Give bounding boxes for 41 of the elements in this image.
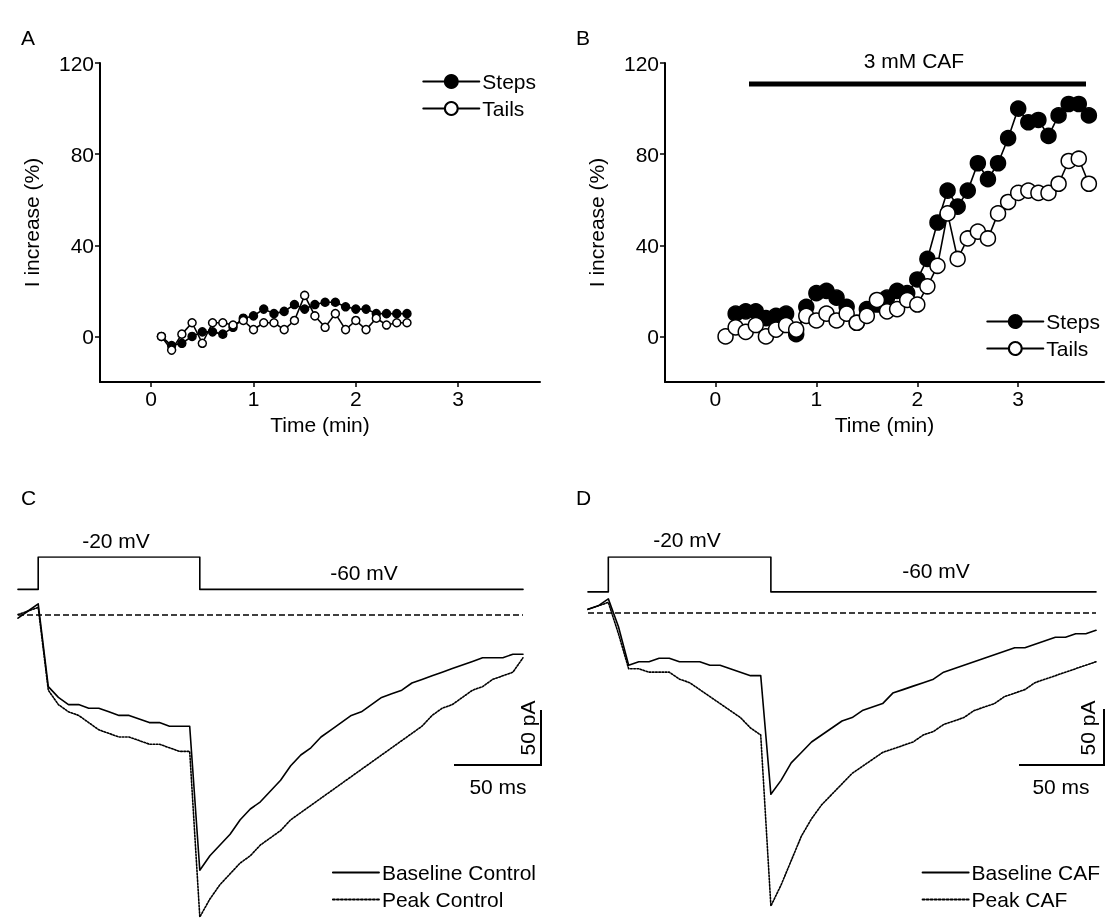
annotation: 50 pA <box>1075 700 1099 756</box>
legend-label: Baseline CAF <box>971 861 1100 884</box>
annotation: 50 ms <box>1032 774 1090 798</box>
x-axis-title: Time (min) <box>270 412 370 436</box>
x-axis-title: Time (min) <box>834 412 935 436</box>
x-tick-label: 2 <box>911 387 924 410</box>
x-tick-label: 3 <box>1012 387 1025 410</box>
chart-title: C <box>21 486 37 509</box>
y-tick-label: 0 <box>82 324 94 348</box>
chart-title: D <box>576 486 592 509</box>
y-tick-label: 120 <box>58 51 94 75</box>
chart-title: A <box>21 26 36 49</box>
annotation: -60 mV <box>902 558 970 582</box>
y-tick-label: 120 <box>623 51 659 75</box>
y-tick-label: 40 <box>70 233 94 257</box>
y-tick-label: 80 <box>635 142 659 166</box>
annotation: 50 ms <box>469 774 527 798</box>
text: -20 mV <box>82 528 150 552</box>
legend-label: Baseline Control <box>381 861 537 884</box>
annotation: 50 pA <box>515 700 539 756</box>
x-tick-label: 2 <box>349 387 362 410</box>
legend-label: Peak Control <box>381 888 504 911</box>
x-tick-label: 1 <box>247 387 260 410</box>
annotation: -60 mV <box>330 560 398 584</box>
x-tick-label: 1 <box>810 387 823 410</box>
y-tick-label: 80 <box>70 142 94 166</box>
x-tick-label: 0 <box>145 387 158 410</box>
legend-label: Tails <box>1046 337 1089 360</box>
text: -20 mV <box>653 527 721 551</box>
annotation: 3 mM CAF <box>863 48 965 72</box>
y-axis-title: I increase (%) <box>20 157 43 288</box>
x-tick-label: 0 <box>709 387 722 410</box>
legend-label: Steps <box>1046 310 1100 333</box>
legend-label: Tails <box>482 97 525 120</box>
legend-label: Steps <box>482 70 536 93</box>
y-tick-label: 0 <box>647 324 659 348</box>
y-axis-title: I increase (%) <box>585 157 608 288</box>
legend-label: Peak CAF <box>971 888 1068 911</box>
x-tick-label: 3 <box>452 387 464 410</box>
y-tick-label: 40 <box>635 233 659 257</box>
chart-title: B <box>576 26 591 49</box>
